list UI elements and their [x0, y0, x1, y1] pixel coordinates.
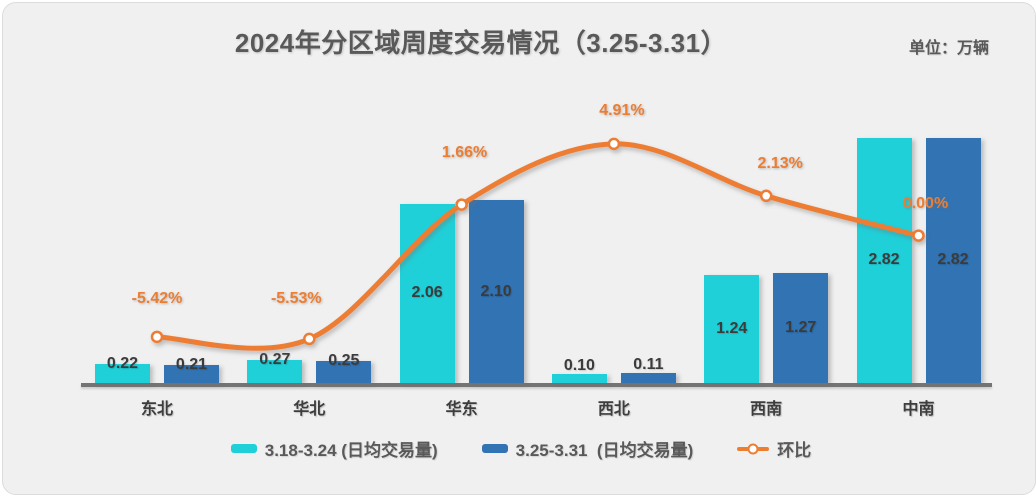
chart-title: 2024年分区域周度交易情况（3.25-3.31）: [234, 28, 728, 58]
unit-label: 单位：万辆: [908, 40, 989, 57]
bar-value-label: 0.10: [563, 357, 595, 375]
legend-item-week2[interactable]: 3.25-3.31 (日均交易量): [481, 436, 694, 461]
legend-label-ring-ratio: 环比: [777, 441, 812, 460]
line-value-label: -5.53%: [270, 289, 322, 307]
bar-value-label: 2.82: [868, 251, 900, 269]
bar-value-label: 2.06: [411, 284, 443, 302]
bar-value-label: 1.27: [785, 318, 817, 336]
bar-week1-东北[interactable]: [95, 363, 150, 383]
legend-label-week1: 3.18-3.24 (日均交易量): [264, 441, 438, 460]
bar-value-label: 0.11: [633, 356, 664, 374]
x-axis-label-华东: 华东: [445, 401, 478, 418]
bar-value-label: 2.10: [480, 282, 512, 300]
line-value-label: 4.91%: [599, 101, 645, 119]
line-value-label: 1.66%: [441, 143, 488, 161]
plot-area: 0.22 0.21 东北 -5.42% 0.27 0.25 华北 -5.53% 2.06 2.10…: [3, 3, 1035, 494]
bar-value-label: 0.27: [259, 350, 291, 368]
legend: 3.18-3.24 (日均交易量) 3.25-3.31 (日均交易量) 环比: [3, 436, 1035, 461]
bar-value-label: 0.25: [328, 352, 360, 370]
bar-week1-华北[interactable]: [247, 359, 303, 383]
x-axis-label-西南: 西南: [750, 401, 783, 418]
x-axis-label-东北: 东北: [140, 401, 173, 418]
legend-line-marker-icon: [737, 443, 770, 454]
bar-value-label: 1.24: [716, 320, 748, 338]
bar-week2-西北[interactable]: [620, 373, 676, 383]
legend-label-week2: 3.25-3.31 (日均交易量): [515, 441, 694, 460]
legend-item-week1[interactable]: 3.18-3.24 (日均交易量): [230, 436, 438, 461]
line-value-label: 2.13%: [757, 154, 803, 172]
bar-value-label: 0.21: [175, 355, 208, 373]
bar-week2-中南[interactable]: [925, 137, 981, 383]
x-axis-label-西北: 西北: [597, 401, 630, 418]
bar-week1-西北[interactable]: [551, 374, 607, 383]
bar-value-label: 0.22: [106, 354, 139, 372]
bar-value-label: 2.82: [937, 251, 969, 269]
legend-item-ring-ratio[interactable]: 环比: [737, 436, 811, 461]
legend-swatch-week2-icon: [481, 444, 508, 453]
line-value-label: 0.00%: [902, 194, 949, 212]
bar-week2-华北[interactable]: [316, 361, 372, 383]
x-axis-line: [81, 383, 992, 387]
x-axis-label-华北: 华北: [293, 401, 326, 418]
line-value-label: -5.42%: [131, 289, 183, 307]
bar-week2-东北[interactable]: [164, 364, 219, 383]
legend-swatch-week1-icon: [230, 444, 257, 453]
x-axis-label-中南: 中南: [902, 401, 935, 418]
